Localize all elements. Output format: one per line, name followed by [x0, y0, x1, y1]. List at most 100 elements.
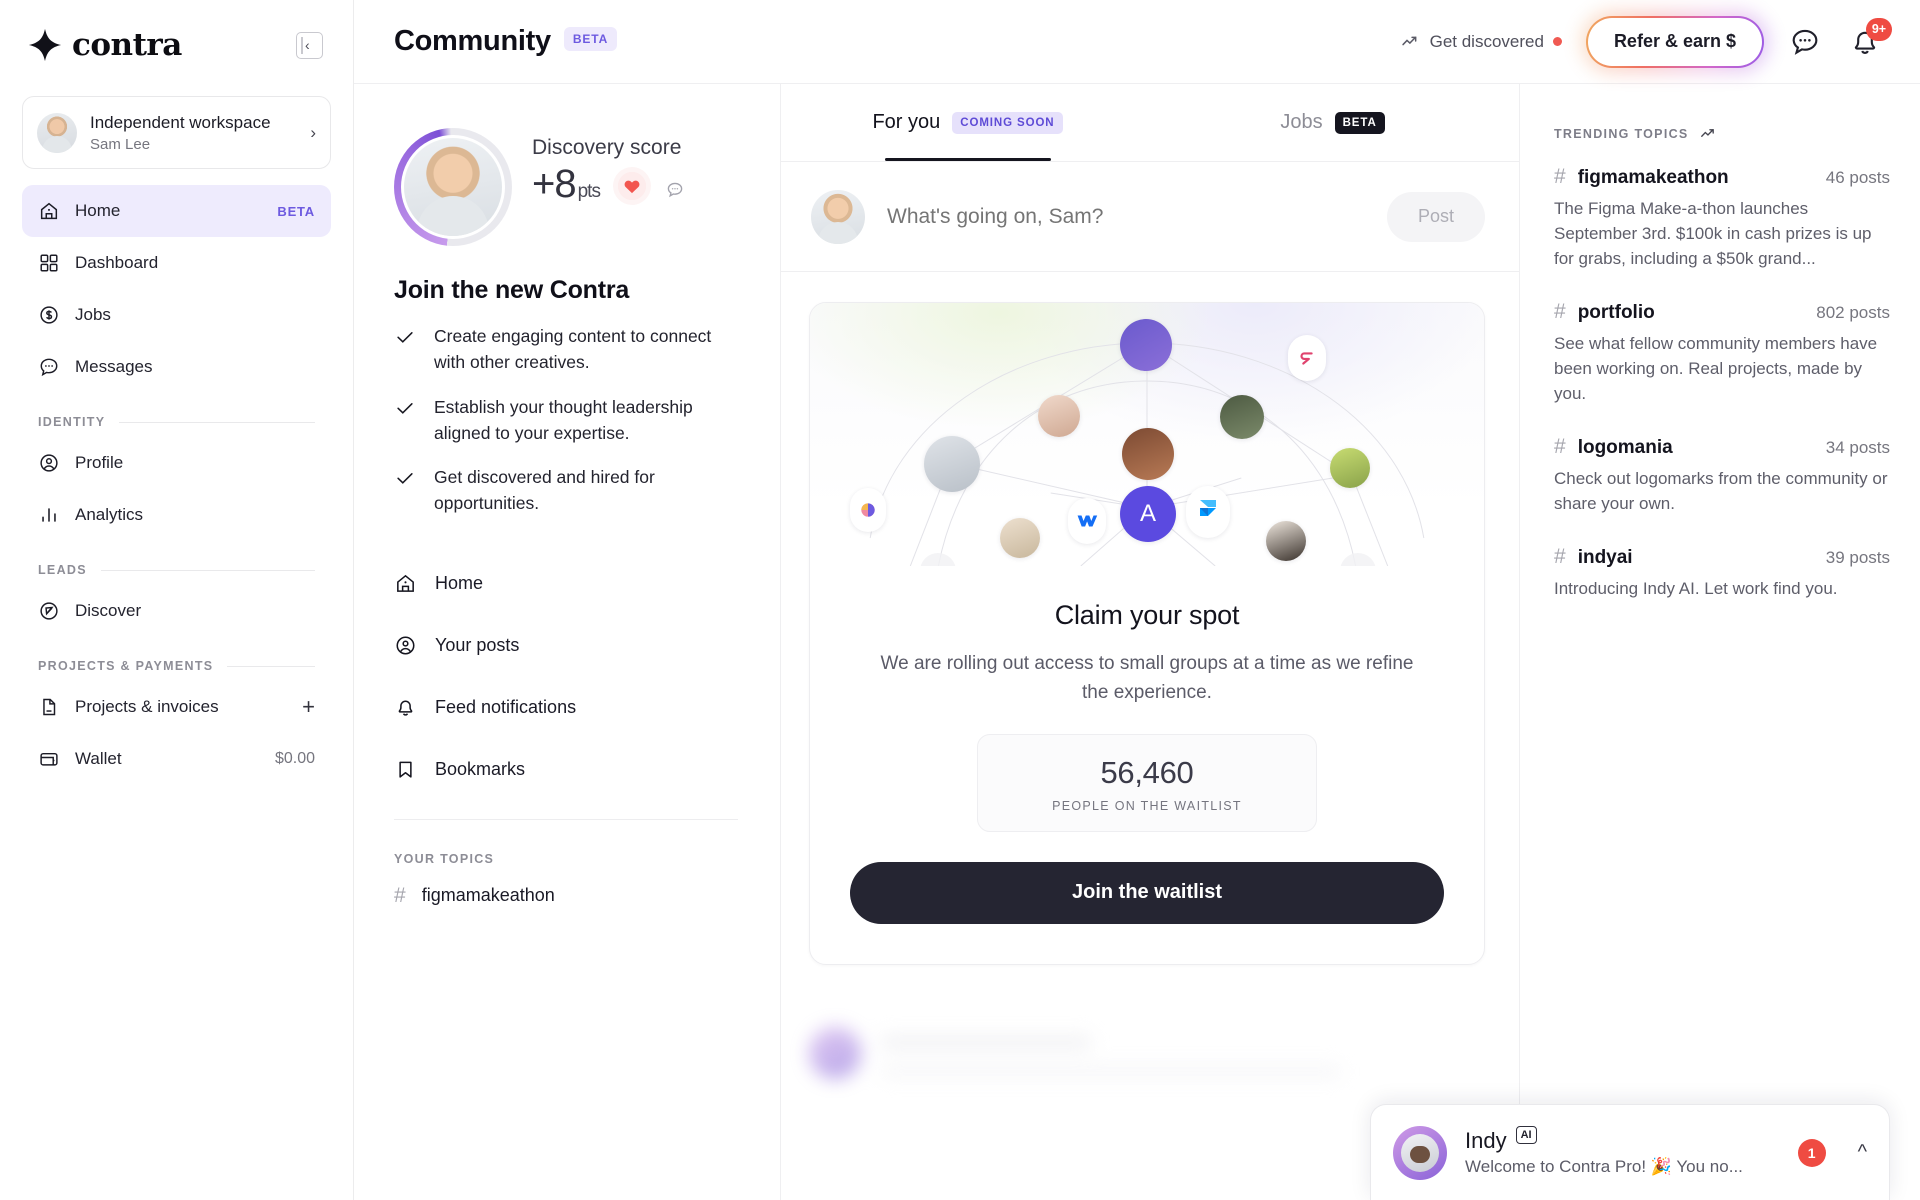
- sidebar-item-profile[interactable]: Profile: [22, 437, 331, 489]
- benefit-item: Create engaging content to connect with …: [394, 323, 738, 376]
- sidebar-item-dashboard[interactable]: Dashboard: [22, 237, 331, 289]
- home-icon: [40, 202, 58, 220]
- page-title-badge: BETA: [563, 26, 618, 51]
- trending-item[interactable]: # portfolio 802 posts See what fellow co…: [1554, 300, 1890, 407]
- trending-name: indyai: [1577, 546, 1633, 568]
- sidebar-item-wallet[interactable]: Wallet $0.00: [22, 733, 331, 785]
- post-button[interactable]: Post: [1387, 191, 1485, 242]
- collapse-sidebar-button[interactable]: ‹: [296, 31, 323, 59]
- sidebar-item-label: Projects & invoices: [75, 697, 219, 716]
- feed-tabs: For you COMING SOON Jobs BETA: [781, 84, 1519, 162]
- status-dot: [1552, 37, 1562, 46]
- trending-item[interactable]: # figmamakeathon 46 posts The Figma Make…: [1554, 165, 1890, 272]
- network-avatar: [1000, 518, 1040, 558]
- tab-badge: COMING SOON: [952, 111, 1063, 134]
- workspace-user: Sam Lee: [90, 135, 151, 153]
- network-ghost-node: [920, 553, 956, 566]
- trending-item-head: # portfolio 802 posts: [1554, 300, 1890, 324]
- post-input[interactable]: [887, 204, 1365, 229]
- chevron-left-icon: ‹: [304, 37, 310, 53]
- trending-header: TRENDING TOPICS: [1554, 124, 1890, 143]
- feed-nav-item-bookmarks[interactable]: Bookmarks: [394, 739, 738, 801]
- indy-name: Indy: [1465, 1128, 1507, 1153]
- page-title: Community: [394, 25, 551, 57]
- trending-item[interactable]: # logomania 34 posts Check out logomarks…: [1554, 435, 1890, 517]
- divider: [394, 818, 738, 820]
- trending-desc: Check out logomarks from the community o…: [1554, 468, 1888, 513]
- discovery-score-text: Discovery score +8 pts: [532, 128, 686, 206]
- network-avatar: [1120, 319, 1172, 371]
- discovery-points: +8: [532, 162, 577, 206]
- trending-item[interactable]: # indyai 39 posts Introducing Indy AI. L…: [1554, 545, 1890, 602]
- feed-body: A Claim your spot We are rolling out acc…: [781, 272, 1519, 1200]
- sidebar-section-identity: IDENTITY: [22, 415, 331, 429]
- workspace-switcher[interactable]: Independent workspace Sam Lee ›: [22, 96, 331, 169]
- person-circle-icon: [40, 454, 58, 472]
- sidebar-item-messages[interactable]: Messages: [22, 341, 331, 393]
- chat-bubble-icon: [40, 358, 58, 377]
- sidebar-item-jobs[interactable]: Jobs: [22, 289, 331, 341]
- join-waitlist-button[interactable]: Join the waitlist: [850, 861, 1444, 924]
- notifications-button[interactable]: 9+: [1848, 17, 1892, 59]
- trend-up-icon: [1401, 36, 1416, 46]
- contra-star-logo-icon: [28, 28, 62, 62]
- network-ghost-node: [1340, 553, 1376, 566]
- avatar: [37, 112, 77, 153]
- trending-name: portfolio: [1577, 301, 1655, 323]
- topbar-actions: Get discovered Refer & earn $: [1400, 17, 1892, 66]
- brand-name: contra: [72, 27, 182, 63]
- comment-icon[interactable]: [664, 179, 686, 201]
- support-chat-button[interactable]: [1788, 25, 1822, 59]
- network-brand-node: [1186, 486, 1230, 538]
- feed-nav-item-feed-notifications[interactable]: Feed notifications: [394, 677, 738, 739]
- sidebar-item-badge: BETA: [277, 203, 315, 219]
- claim-subtitle: We are rolling out access to small group…: [880, 653, 1414, 704]
- brand[interactable]: contra: [28, 27, 182, 63]
- claim-title: Claim your spot: [1054, 600, 1240, 630]
- sidebar-item-discover[interactable]: Discover: [22, 585, 331, 637]
- divider: [100, 569, 315, 571]
- network-brand-node: [1288, 335, 1326, 381]
- trending-count: 802 posts: [1816, 302, 1890, 322]
- sidebar-item-label: Dashboard: [75, 253, 159, 272]
- indy-chat-widget[interactable]: Indy AI Welcome to Contra Pro! 🎉 You no.…: [1370, 1104, 1890, 1200]
- feed-nav-label: Your posts: [435, 635, 520, 655]
- wallet-icon: [40, 752, 58, 766]
- get-discovered-label: Get discovered: [1429, 31, 1544, 51]
- check-icon: [397, 402, 413, 414]
- heart-reaction-icon[interactable]: [612, 167, 651, 205]
- ai-badge: AI: [1515, 1126, 1537, 1144]
- home-icon: [397, 574, 414, 592]
- section-title: PROJECTS & PAYMENTS: [38, 659, 214, 673]
- sidebar-item-analytics[interactable]: Analytics: [22, 489, 331, 541]
- topic-item-figmamakeathon[interactable]: # figmamakeathon: [394, 884, 738, 908]
- hash-icon: #: [1554, 165, 1566, 188]
- post-composer: Post: [781, 162, 1519, 272]
- get-discovered-button[interactable]: Get discovered: [1400, 31, 1562, 52]
- sidebar-item-label: Messages: [75, 357, 153, 376]
- chevron-up-icon[interactable]: ^: [1857, 1141, 1867, 1163]
- network-avatar: [1266, 521, 1306, 561]
- indy-unread-badge: 1: [1797, 1138, 1826, 1167]
- add-project-button[interactable]: +: [302, 694, 315, 719]
- indy-message: Welcome to Contra Pro! 🎉 You no...: [1465, 1157, 1743, 1176]
- tab-jobs[interactable]: Jobs BETA: [1150, 84, 1515, 161]
- trending-item-head: # logomania 34 posts: [1554, 435, 1890, 459]
- tab-label: For you: [872, 111, 941, 133]
- tab-for-you[interactable]: For you COMING SOON: [785, 84, 1150, 161]
- trending-count: 34 posts: [1825, 437, 1890, 457]
- gradient-circle-icon: [861, 503, 875, 517]
- claim-card-body: Claim your spot We are rolling out acces…: [810, 566, 1484, 964]
- sidebar: contra ‹ Independent workspace Sam Lee ›…: [0, 0, 354, 1200]
- brand-row: contra ‹: [22, 0, 331, 90]
- benefit-item: Establish your thought leadership aligne…: [394, 394, 738, 447]
- divider: [227, 665, 315, 667]
- feed-nav-item-your-posts[interactable]: Your posts: [394, 615, 738, 677]
- sidebar-item-home[interactable]: Home BETA: [22, 185, 331, 237]
- sidebar-item-projects-invoices[interactable]: Projects & invoices +: [22, 681, 331, 733]
- trending-title: TRENDING TOPICS: [1554, 126, 1689, 141]
- sidebar-section-leads: LEADS: [22, 563, 331, 577]
- refer-earn-button[interactable]: Refer & earn $: [1587, 17, 1762, 66]
- feed-nav-item-home[interactable]: Home: [394, 553, 738, 615]
